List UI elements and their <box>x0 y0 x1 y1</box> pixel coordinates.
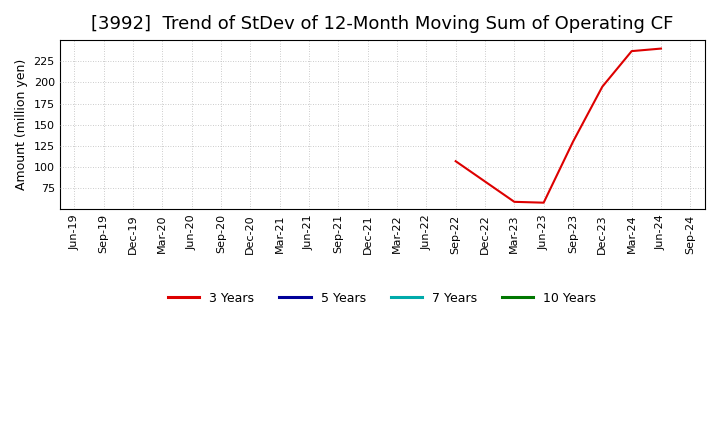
Y-axis label: Amount (million yen): Amount (million yen) <box>15 59 28 191</box>
Title: [3992]  Trend of StDev of 12-Month Moving Sum of Operating CF: [3992] Trend of StDev of 12-Month Moving… <box>91 15 673 33</box>
Legend: 3 Years, 5 Years, 7 Years, 10 Years: 3 Years, 5 Years, 7 Years, 10 Years <box>163 287 601 310</box>
